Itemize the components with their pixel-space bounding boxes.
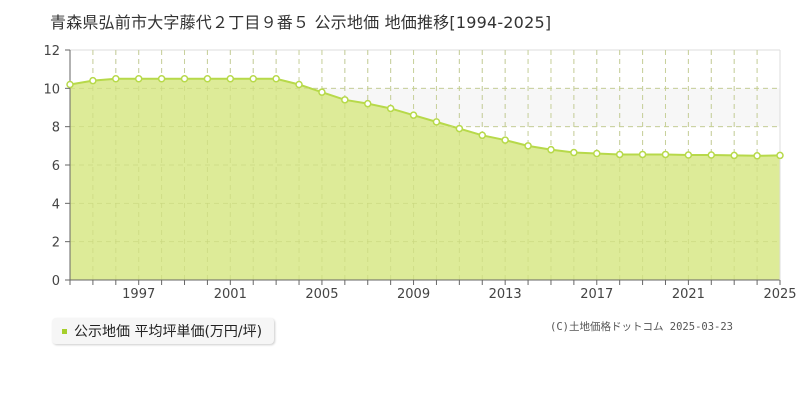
svg-text:6: 6	[52, 159, 60, 174]
svg-text:0: 0	[52, 274, 60, 289]
price-line	[69, 77, 781, 157]
svg-text:4: 4	[52, 197, 60, 212]
copyright-credit: (C)土地価格ドットコム 2025-03-23	[550, 321, 734, 333]
svg-text:8: 8	[52, 121, 60, 136]
axes	[69, 50, 781, 281]
svg-text:2013: 2013	[489, 287, 522, 302]
y-axis-ticks: 0 2 4 6 8 10 12	[43, 44, 70, 289]
svg-text:2: 2	[52, 236, 60, 251]
legend-swatch-icon	[62, 328, 67, 334]
data-point-markers	[66, 75, 784, 160]
svg-text:2009: 2009	[397, 287, 430, 302]
svg-text:1997: 1997	[122, 287, 155, 302]
price-area-fill	[70, 78, 780, 280]
chart-title: 青森県弘前市大字藤代２丁目９番５ 公示地価 地価推移[1994-2025]	[50, 13, 552, 32]
legend: 公示地価 平均坪単価(万円/坪)	[52, 318, 275, 344]
svg-text:2017: 2017	[580, 287, 613, 302]
legend-label: 公示地価 平均坪単価(万円/坪)	[74, 324, 263, 340]
svg-text:2005: 2005	[305, 287, 338, 302]
svg-text:12: 12	[43, 44, 60, 59]
svg-text:2001: 2001	[214, 287, 247, 302]
x-axis-ticks: 1997 2001 2005 2009 2013 2017 2021 2025	[69, 280, 797, 302]
svg-text:2021: 2021	[672, 287, 705, 302]
svg-text:2025: 2025	[763, 287, 796, 302]
svg-text:10: 10	[43, 82, 60, 97]
